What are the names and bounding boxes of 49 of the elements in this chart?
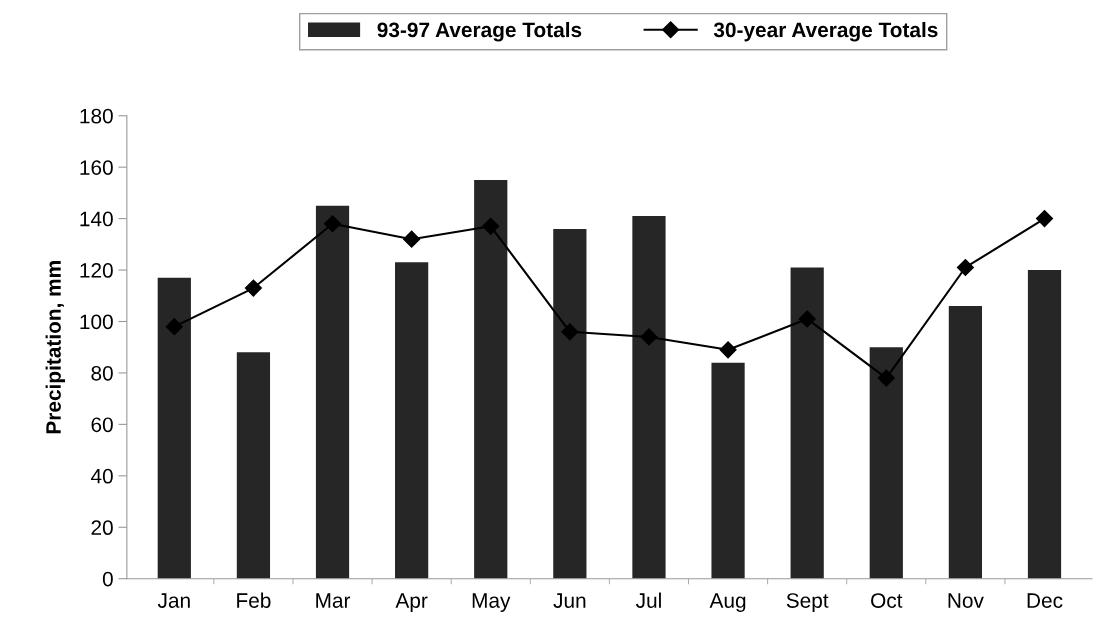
y-axis-title: Precipitation, mm [45,261,66,434]
y-tick-label: 120 [80,263,113,278]
bar [632,216,666,579]
y-tick-label: 20 [91,520,113,536]
bar [236,352,271,579]
point [403,230,421,248]
point [956,258,974,277]
bar [711,362,745,579]
point [798,310,816,328]
point [561,323,579,341]
bar [157,277,191,579]
point [640,328,658,346]
x-tick-label: Aug [709,593,746,613]
bar [474,180,508,579]
x-tick-label: Nov [948,593,984,608]
bar [948,306,983,579]
x-tick-label: Sept [786,593,829,613]
y-tick-label: 160 [80,160,113,175]
y-tick-label: 0 [102,571,113,587]
point [165,318,183,336]
bar [790,267,824,579]
x-tick-label: Jul [635,592,661,608]
x-tick-label: Feb [237,592,271,608]
bar [1027,270,1062,579]
bar [553,228,587,579]
x-tick-label: Mar [316,593,351,608]
x-tick-label: Oct [871,593,903,608]
x-tick-label: Apr [395,593,428,613]
point [1035,210,1054,228]
bar [395,262,429,579]
bar [315,205,350,579]
x-tick-label: Jan [157,593,190,608]
legend-label: 93-97 Average Totals [377,21,582,42]
y-tick-label: 80 [91,365,113,381]
point [877,369,895,387]
point [323,215,342,233]
y-tick-label: 100 [80,314,113,330]
point [719,341,737,359]
point [244,279,262,297]
x-tick-label: Dec [1027,593,1063,608]
x-tick-label: May [472,593,511,613]
bar [869,347,903,579]
y-tick-label: 180 [80,108,113,124]
y-tick-label: 40 [90,468,113,484]
legend-label: 30-year Average Totals [713,21,938,42]
y-tick-label: 60 [91,417,113,433]
point [482,217,500,235]
x-tick-label: Jun [553,593,586,608]
y-tick-label: 140 [80,211,113,227]
